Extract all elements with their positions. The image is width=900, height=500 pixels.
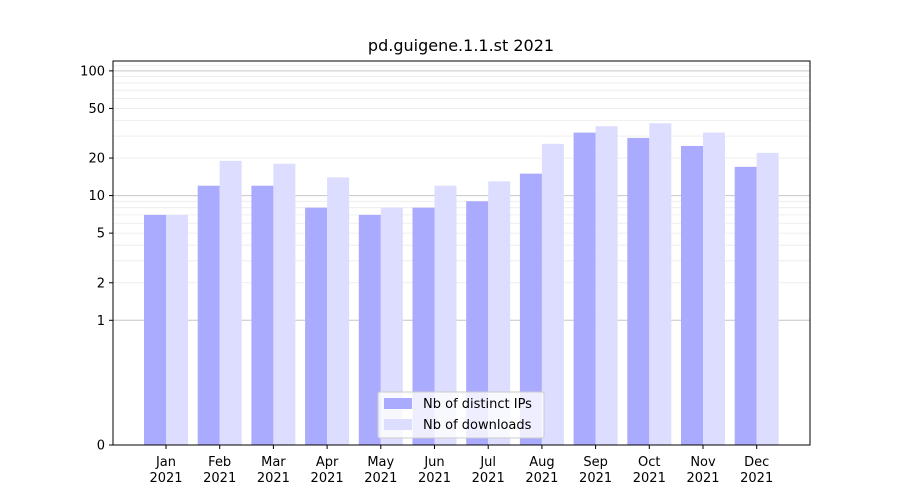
x-tick-label-month: Jun — [423, 455, 444, 470]
x-tick-label-year: 2021 — [472, 471, 505, 486]
x-tick-label-year: 2021 — [203, 471, 236, 486]
bar-downloads — [756, 152, 779, 445]
bar-distinct-ips — [519, 173, 542, 445]
x-tick-label-year: 2021 — [633, 471, 666, 486]
y-tick-label: 10 — [88, 189, 105, 204]
x-tick-label-month: May — [367, 455, 394, 470]
bar-distinct-ips — [734, 166, 757, 445]
bar-downloads — [541, 143, 564, 446]
y-axis: 0 1 2 5 10 20 50 100 — [80, 64, 113, 454]
plot-frame — [112, 60, 811, 446]
bar-distinct-ips — [197, 185, 220, 445]
x-tick-label-month: Oct — [638, 455, 660, 470]
bar-downloads — [166, 214, 188, 445]
bars — [144, 123, 779, 446]
bar-distinct-ips — [627, 137, 650, 446]
x-tick-label-month: Mar — [261, 455, 286, 470]
x-tick-label-year: 2021 — [525, 471, 558, 486]
legend-swatch — [384, 398, 412, 409]
bar-distinct-ips — [466, 201, 489, 445]
x-tick-label-year: 2021 — [149, 471, 182, 486]
legend-box — [377, 391, 545, 439]
bar-downloads — [327, 177, 350, 445]
x-tick-label-month: Jan — [155, 455, 176, 470]
legend-swatch — [384, 419, 412, 430]
x-tick-label-year: 2021 — [418, 471, 451, 486]
y-tick-label: 1 — [97, 314, 105, 329]
bar-downloads — [488, 181, 511, 445]
bar-distinct-ips — [305, 207, 328, 445]
x-tick-label-year: 2021 — [364, 471, 397, 486]
y-tick-label: 50 — [88, 102, 105, 117]
x-tick-label-year: 2021 — [686, 471, 719, 486]
y-tick-label: 20 — [88, 152, 105, 167]
x-tick-label-month: Apr — [316, 455, 339, 470]
legend: Nb of distinct IPs Nb of downloads — [377, 391, 545, 439]
y-tick-label: 100 — [80, 64, 105, 79]
bar-downloads — [273, 163, 296, 445]
legend-label: Nb of downloads — [423, 418, 532, 433]
y-tick-label: 2 — [97, 276, 105, 291]
x-tick-label-month: Nov — [690, 455, 716, 470]
bar-distinct-ips — [412, 207, 435, 445]
x-tick-label-year: 2021 — [579, 471, 612, 486]
y-tick-label: 0 — [97, 439, 105, 454]
bar-downloads — [703, 132, 725, 446]
bar-distinct-ips — [144, 214, 166, 445]
x-tick-label-month: Feb — [208, 455, 231, 470]
x-tick-label-month: Dec — [744, 455, 769, 470]
bar-downloads — [219, 160, 242, 445]
x-tick-label-year: 2021 — [311, 471, 344, 486]
bar-distinct-ips — [251, 185, 274, 445]
x-tick-label-month: Sep — [583, 455, 608, 470]
bar-downloads — [649, 123, 672, 446]
bar-distinct-ips — [681, 145, 703, 446]
chart-title: pd.guigene.1.1.st 2021 — [368, 36, 554, 55]
bar-distinct-ips — [573, 132, 596, 446]
bar-downloads — [380, 207, 403, 445]
x-tick-label-year: 2021 — [740, 471, 773, 486]
bar-downloads — [595, 126, 618, 446]
legend-label: Nb of distinct IPs — [423, 397, 532, 412]
x-axis: Jan2021Feb2021Mar2021Apr2021May2021Jun20… — [149, 445, 773, 486]
x-tick-label-year: 2021 — [257, 471, 290, 486]
bar-distinct-ips — [358, 214, 381, 445]
x-tick-label-month: Aug — [529, 455, 554, 470]
bar-downloads — [434, 185, 457, 445]
x-tick-label-month: Jul — [479, 455, 496, 470]
y-tick-label: 5 — [97, 227, 105, 242]
